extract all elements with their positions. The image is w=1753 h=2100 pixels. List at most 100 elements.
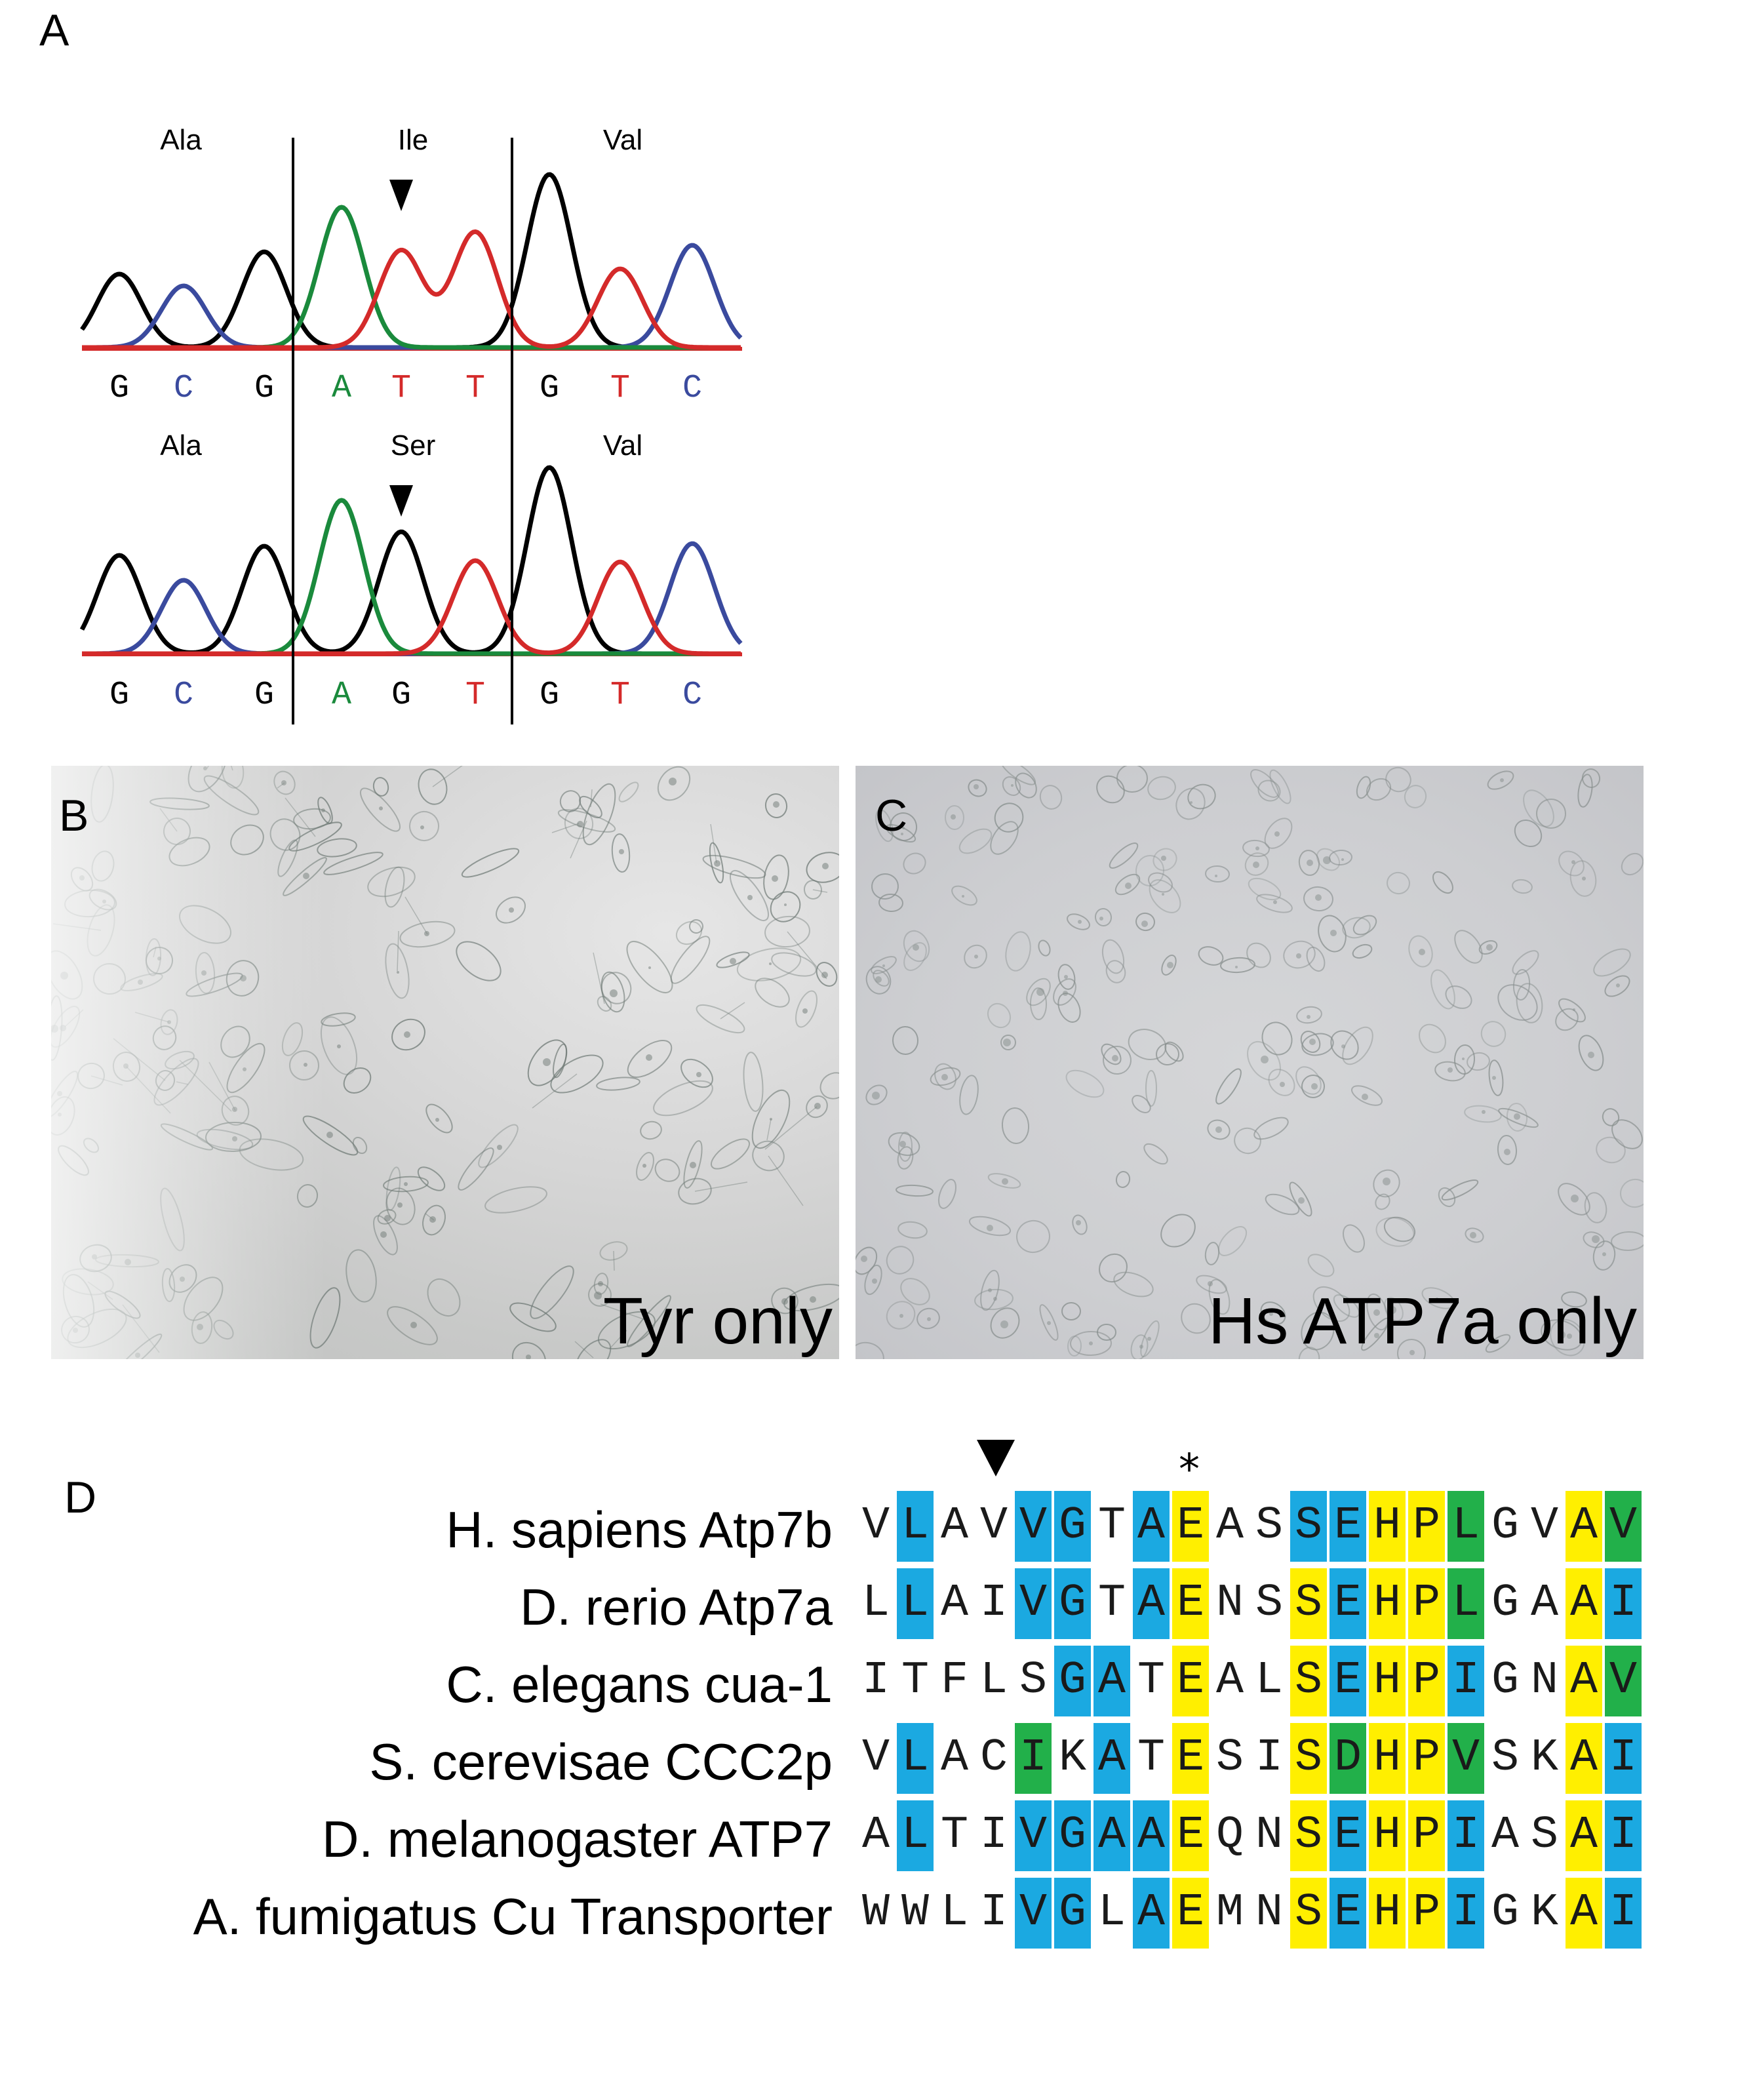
cell-outline: [886, 1301, 916, 1330]
cell-outline: [916, 1307, 940, 1330]
cell-nucleus: [526, 1355, 531, 1359]
cell-outline: [1067, 913, 1090, 930]
cell-process: [600, 1303, 650, 1322]
residue-cell: I: [979, 1887, 1008, 1939]
cell-outline: [951, 885, 977, 906]
cell-outline: [990, 821, 1019, 855]
cell-outline: [1301, 1075, 1325, 1098]
residue-cell: A: [1133, 1878, 1170, 1949]
residue-cell: N: [1530, 1655, 1558, 1707]
cell-outline: [1039, 1304, 1059, 1341]
cell-nucleus: [1307, 1015, 1310, 1019]
cell-outline: [579, 795, 602, 819]
cell-outline: [1145, 1070, 1157, 1107]
cell-outline: [875, 808, 894, 842]
cell-nucleus: [1311, 1083, 1318, 1090]
cell-nucleus: [384, 1215, 391, 1221]
cell-outline: [886, 1246, 915, 1275]
residue-cell: A: [1566, 1646, 1602, 1716]
cell-outline: [1140, 1320, 1160, 1358]
cell-outline: [1583, 1231, 1605, 1248]
cell-nucleus: [404, 1031, 410, 1038]
cell-nucleus: [1374, 1333, 1379, 1338]
micrograph-hs-atp7a-only: C Hs ATP7a only: [856, 766, 1644, 1359]
residue-cell: V: [1015, 1568, 1052, 1639]
cell-outline: [938, 1179, 956, 1209]
cell-outline: [1256, 894, 1293, 913]
residue-cell: I: [1605, 1878, 1642, 1949]
codon-label: Ala: [160, 124, 202, 156]
cell-outline: [1454, 930, 1483, 964]
cell-process: [812, 889, 828, 893]
residue-cell: I: [861, 1655, 890, 1707]
residue-cell: W: [901, 1887, 929, 1939]
cell-process: [432, 766, 463, 787]
cell-outline: [994, 802, 1024, 833]
cell-outline: [1269, 769, 1291, 804]
cell-nucleus: [1436, 1298, 1438, 1300]
cell-nucleus: [1330, 930, 1337, 936]
cell-nucleus: [1273, 900, 1277, 904]
cell-outline: [1478, 940, 1498, 955]
cell-outline: [1016, 1219, 1050, 1254]
cell-outline: [885, 823, 916, 843]
cell-nucleus: [730, 958, 736, 964]
cell-outline: [1097, 1323, 1116, 1341]
cell-outline: [1005, 931, 1031, 972]
cell-outline: [806, 1095, 828, 1119]
cell-nucleus: [1141, 921, 1148, 927]
chromatogram-panel: G C G A T T G T C G C G A G T G T C: [79, 138, 743, 724]
cell-nucleus: [646, 1054, 652, 1061]
cell-nucleus: [1269, 1312, 1273, 1316]
cell-nucleus: [899, 1141, 906, 1147]
cell-outline: [1208, 1278, 1231, 1315]
residue-cell: H: [1369, 1878, 1406, 1949]
cell-nucleus: [1616, 983, 1620, 987]
cell-outline: [1536, 799, 1566, 829]
cell-outline: [1053, 978, 1076, 1006]
cell-outline: [596, 1077, 640, 1091]
cell-nucleus: [1571, 860, 1575, 864]
residue-cell: A: [1093, 1646, 1130, 1716]
cell-outline: [1099, 1253, 1128, 1283]
base-call-letter: A: [332, 370, 351, 407]
cell-outline: [360, 787, 401, 832]
cell-outline: [1453, 1044, 1476, 1075]
cell-nucleus: [802, 1008, 808, 1014]
cell-nucleus: [974, 784, 979, 789]
cell-nucleus: [1261, 1056, 1269, 1063]
base-call-letter: G: [109, 677, 129, 714]
cell-nucleus: [1167, 962, 1173, 968]
residue-cell: T: [1137, 1655, 1165, 1707]
residue-cell: E: [1172, 1723, 1209, 1794]
cell-outline: [1318, 915, 1347, 953]
residue-cell: T: [901, 1655, 929, 1707]
cell-nucleus: [1147, 1337, 1151, 1341]
cell-nucleus: [872, 1278, 877, 1284]
panel-label-a: A: [39, 5, 69, 55]
residue-cell: K: [1058, 1732, 1086, 1784]
residue-cell: V: [861, 1500, 890, 1552]
cell-process: [766, 1119, 772, 1141]
cell-outline: [582, 783, 616, 846]
cell-outline: [1105, 960, 1126, 983]
residue-cell: L: [897, 1491, 934, 1562]
cell-nucleus: [1309, 1039, 1316, 1045]
cell-outline: [1109, 842, 1139, 869]
residue-cell: G: [1491, 1577, 1519, 1629]
residue-cell: A: [1133, 1800, 1170, 1871]
cell-outline: [1488, 1060, 1504, 1096]
cell-nucleus: [642, 1164, 646, 1168]
cell-outline: [903, 852, 926, 875]
cell-outline: [958, 828, 993, 854]
residue-cell: H: [1369, 1723, 1406, 1794]
cell-outline: [1611, 1119, 1643, 1149]
residue-cell: A: [940, 1500, 968, 1552]
trace-A-curve: [81, 498, 741, 656]
codon-label: Ala: [160, 429, 202, 462]
cell-outline: [1464, 1105, 1502, 1123]
cell-outline: [1558, 1183, 1590, 1216]
cell-nucleus: [690, 1162, 696, 1168]
residue-cell: A: [1215, 1655, 1244, 1707]
